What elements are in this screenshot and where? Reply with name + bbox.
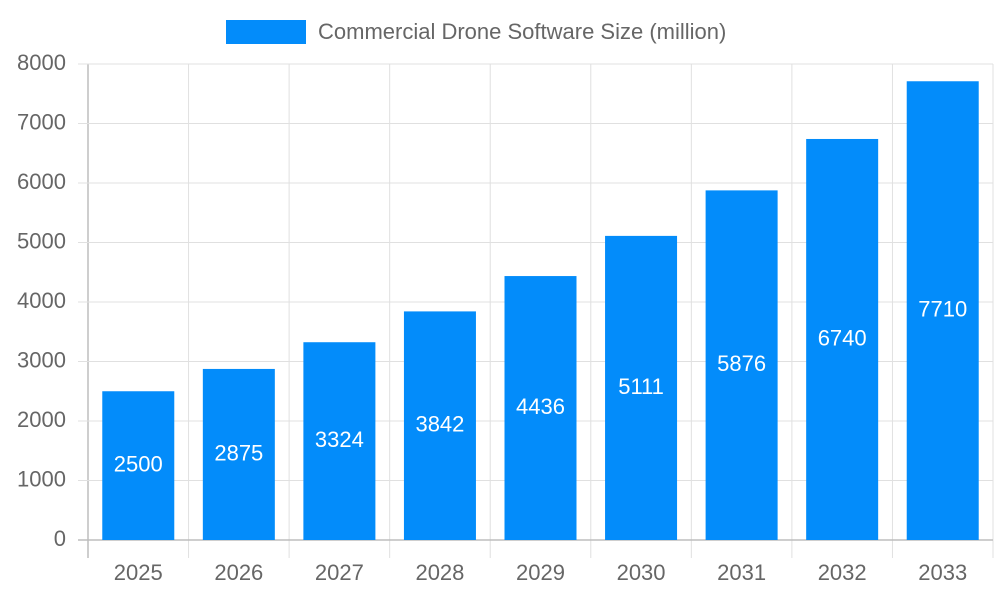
- data-label: 3324: [315, 427, 364, 452]
- data-label: 2500: [114, 451, 163, 476]
- x-tick-label: 2031: [717, 560, 766, 585]
- legend-label: Commercial Drone Software Size (million): [318, 19, 726, 44]
- y-tick-label: 3000: [17, 347, 66, 372]
- bar: [202, 368, 275, 540]
- x-tick-label: 2029: [516, 560, 565, 585]
- bar: [504, 276, 577, 540]
- bar: [605, 235, 678, 540]
- y-tick-label: 0: [54, 526, 66, 551]
- x-tick-label: 2025: [114, 560, 163, 585]
- y-tick-label: 8000: [17, 50, 66, 75]
- bar: [806, 138, 879, 540]
- data-label: 3842: [415, 412, 464, 437]
- data-label: 7710: [918, 296, 967, 321]
- x-tick-label: 2033: [918, 560, 967, 585]
- data-label: 5111: [618, 374, 664, 399]
- bar: [102, 391, 175, 540]
- y-tick-label: 4000: [17, 288, 66, 313]
- y-tick-label: 5000: [17, 228, 66, 253]
- x-tick-label: 2028: [415, 560, 464, 585]
- legend-swatch: [226, 20, 306, 44]
- data-label: 4436: [516, 394, 565, 419]
- y-tick-label: 2000: [17, 407, 66, 432]
- x-tick-label: 2027: [315, 560, 364, 585]
- bar: [906, 81, 979, 540]
- y-tick-label: 6000: [17, 169, 66, 194]
- data-label: 2875: [214, 440, 263, 465]
- x-tick-label: 2030: [617, 560, 666, 585]
- x-tick-label: 2032: [818, 560, 867, 585]
- x-tick-label: 2026: [214, 560, 263, 585]
- bar: [303, 342, 376, 540]
- y-tick-label: 7000: [17, 109, 66, 134]
- data-label: 6740: [818, 325, 867, 350]
- y-tick-label: 1000: [17, 466, 66, 491]
- bar: [705, 190, 778, 541]
- data-label: 5876: [717, 351, 766, 376]
- bar: [403, 311, 476, 540]
